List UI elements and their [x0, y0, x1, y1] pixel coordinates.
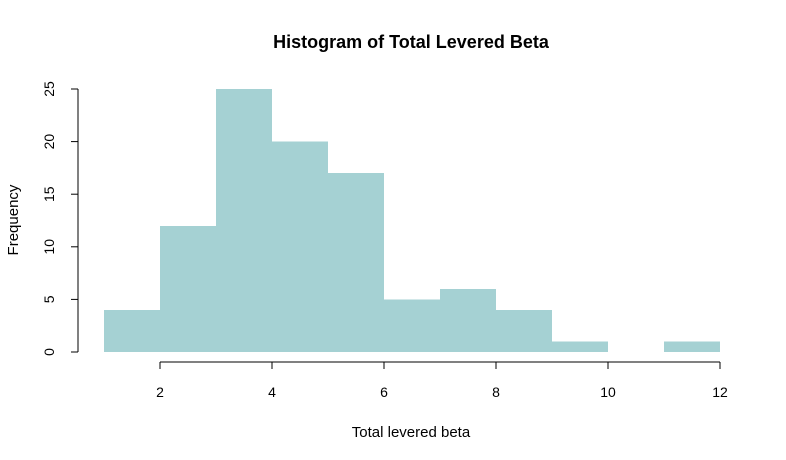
histogram-bar: [216, 89, 272, 352]
y-tick-label: 15: [41, 186, 57, 202]
y-tick-label: 20: [41, 134, 57, 150]
x-tick-label: 4: [268, 384, 276, 400]
histogram-bar: [104, 309, 160, 352]
y-tick-label: 10: [41, 239, 57, 255]
y-tick-label: 0: [41, 348, 57, 356]
histogram-bar: [664, 341, 720, 352]
x-tick-label: 10: [600, 384, 616, 400]
histogram-bar: [384, 299, 440, 352]
histogram-bar: [272, 141, 328, 352]
histogram-bar: [496, 309, 552, 352]
y-tick-label: 5: [41, 295, 57, 303]
x-tick-label: 12: [712, 384, 728, 400]
histogram-bar: [552, 341, 608, 352]
histogram-bar: [328, 173, 384, 352]
x-tick-label: 6: [380, 384, 388, 400]
x-axis-label: Total levered beta: [352, 424, 471, 441]
x-tick-label: 8: [492, 384, 500, 400]
histogram-bar: [160, 225, 216, 352]
chart-title: Histogram of Total Levered Beta: [273, 32, 550, 52]
y-axis-label: Frequency: [5, 184, 22, 255]
x-axis: 2 4 6 8 10 12: [156, 361, 728, 400]
y-tick-label: 25: [41, 81, 57, 97]
histogram-bar: [440, 288, 496, 352]
y-axis: 0 5 10 15 20 25: [41, 81, 79, 356]
bars-group: [104, 89, 720, 352]
x-tick-label: 2: [156, 384, 164, 400]
